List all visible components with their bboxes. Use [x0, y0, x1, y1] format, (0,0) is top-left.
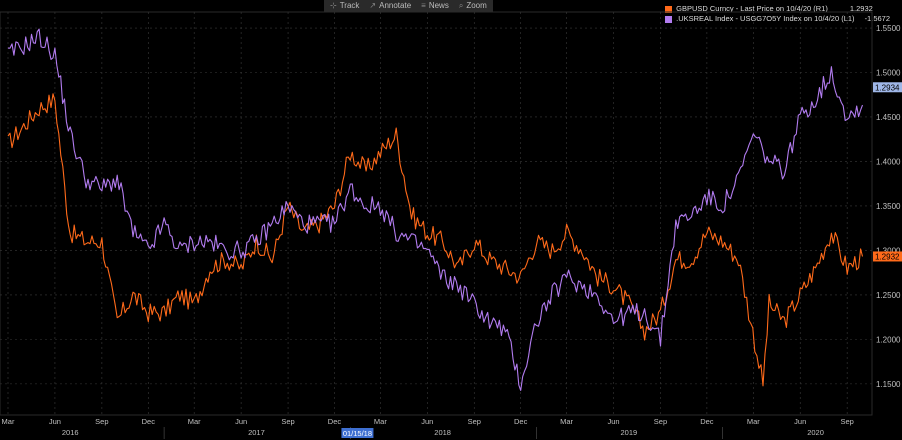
- legend-entry-gbp[interactable]: GBPUSD Curncy - Last Price on 10/4/20 (R…: [665, 4, 890, 14]
- x-tick-label: Jun: [49, 417, 61, 426]
- y-tick-label: 1.5500: [876, 24, 901, 33]
- news-icon: ≡: [421, 1, 426, 10]
- legend-swatch-real: [665, 15, 673, 23]
- x-tick-label: Sep: [654, 417, 667, 426]
- news-label: News: [428, 1, 449, 10]
- plot-frame: [0, 11, 873, 416]
- track-label: Track: [339, 1, 360, 10]
- chart-legend: GBPUSD Curncy - Last Price on 10/4/20 (R…: [665, 4, 890, 24]
- legend-value-real: -1.5672: [864, 14, 890, 23]
- x-tick-label: Jun: [794, 417, 806, 426]
- x-tick-label: Jun: [607, 417, 619, 426]
- last-value-flag-real: 1.2934: [875, 83, 900, 92]
- track-button[interactable]: ⊹ Track: [330, 0, 359, 12]
- x-tick-label: Dec: [328, 417, 342, 426]
- x-tick-label: Sep: [281, 417, 294, 426]
- legend-value-gbp: 1.2932: [849, 4, 873, 13]
- series-line-uksreal: [7, 28, 864, 391]
- x-tick-label: Mar: [188, 417, 201, 426]
- x-tick-label: Jun: [421, 417, 433, 426]
- y-tick-label: 1.2500: [876, 291, 901, 300]
- last-value-flag-gbp-box: [873, 251, 902, 262]
- x-tick-label: Mar: [374, 417, 387, 426]
- y-tick-label: 1.4000: [876, 157, 901, 166]
- x-tick-label: Dec: [514, 417, 528, 426]
- y-tick-label: 1.2000: [876, 335, 901, 344]
- y-tick-label: 1.3500: [876, 202, 901, 211]
- x-year-label: 2016: [62, 428, 79, 437]
- x-year-label: 2018: [434, 428, 451, 437]
- x-tick-label: Sep: [840, 417, 853, 426]
- x-tick-label: Dec: [700, 417, 714, 426]
- annotate-label: Annotate: [379, 1, 412, 10]
- zoom-button[interactable]: ⌕ Zoom: [459, 0, 487, 12]
- legend-label-real: .UKSREAL Index - USGG7O5Y Index on 10/4/…: [676, 14, 855, 23]
- news-button[interactable]: ≡ News: [421, 0, 449, 12]
- series-line-gbpusd: [7, 93, 864, 387]
- annotate-icon: ↗: [369, 1, 377, 10]
- y-tick-label: 1.5000: [876, 68, 901, 77]
- y-tick-label: 1.3000: [876, 246, 901, 255]
- x-tick-label: Sep: [95, 417, 108, 426]
- x-year-label: 2017: [248, 428, 265, 437]
- y-tick-label: 1.1500: [876, 380, 901, 389]
- x-tick-label: Dec: [142, 417, 156, 426]
- x-tick-label: Mar: [560, 417, 573, 426]
- legend-swatch-gbp: [665, 5, 673, 13]
- x-year-label: 2020: [807, 428, 824, 437]
- legend-entry-real[interactable]: .UKSREAL Index - USGG7O5Y Index on 10/4/…: [665, 14, 890, 24]
- legend-label-gbp: GBPUSD Curncy - Last Price on 10/4/20 (R…: [676, 4, 828, 13]
- x-year-label: 2019: [620, 428, 637, 437]
- x-tick-label: Sep: [468, 417, 481, 426]
- last-value-flag-gbp: 1.2932: [875, 252, 900, 261]
- cursor-date-box: [341, 428, 374, 438]
- last-value-flag-real-box: [873, 82, 902, 93]
- annotate-button[interactable]: ↗ Annotate: [369, 0, 411, 12]
- zoom-icon: ⌕: [458, 1, 464, 10]
- x-tick-label: Mar: [2, 417, 15, 426]
- x-tick-label: Mar: [747, 417, 760, 426]
- x-tick-label: Jun: [235, 417, 247, 426]
- track-icon: ⊹: [330, 1, 337, 10]
- cursor-date-label: 01/15/18: [343, 429, 372, 438]
- y-tick-label: 1.4500: [876, 113, 901, 122]
- zoom-label: Zoom: [466, 1, 487, 10]
- chart-toolbar: ⊹ Track ↗ Annotate ≡ News ⌕ Zoom: [324, 0, 493, 12]
